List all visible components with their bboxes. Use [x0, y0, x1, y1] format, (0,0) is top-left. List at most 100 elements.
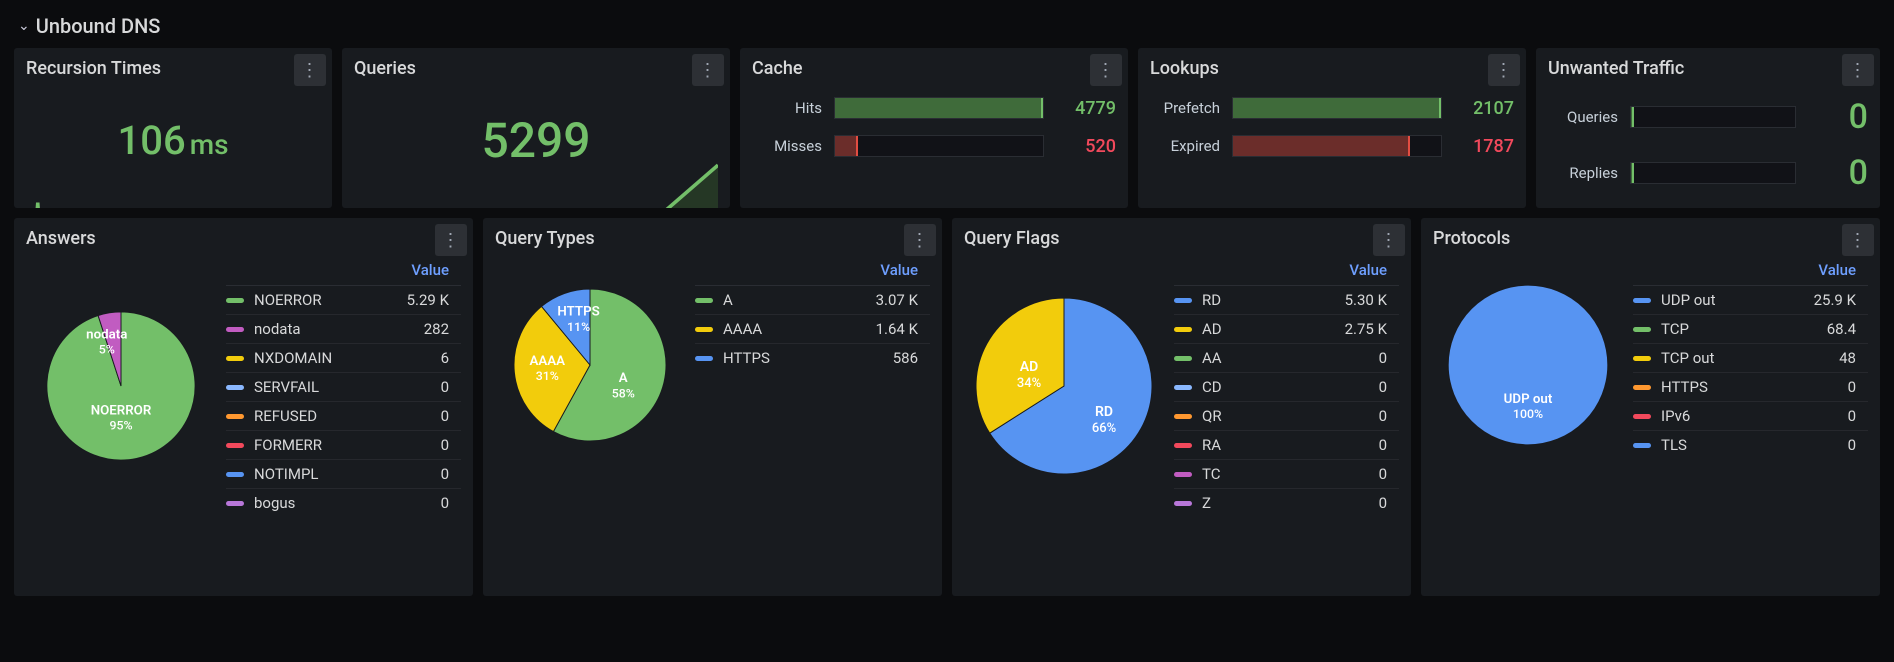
bar-fill	[1233, 98, 1441, 118]
bar-fill	[835, 98, 1043, 118]
legend-swatch	[695, 298, 713, 303]
section-title: Unbound DNS	[36, 14, 161, 38]
panel-title: Cache	[752, 58, 1116, 79]
answers-legend: NOERROR5.29 Knodata282NXDOMAIN6SERVFAIL0…	[226, 286, 461, 517]
bar-value: 0	[1808, 97, 1868, 137]
legend-row[interactable]: bogus0	[226, 489, 461, 517]
legend-row[interactable]: A3.07 K	[695, 286, 930, 315]
panel-menu-button[interactable]: ⋮	[1842, 54, 1874, 86]
legend-value: 0	[1327, 349, 1387, 367]
legend-value: 0	[389, 465, 449, 483]
bar-fill	[835, 136, 858, 156]
legend-value: 5.29 K	[389, 291, 449, 309]
bar-label: Queries	[1548, 108, 1618, 126]
legend-row[interactable]: NXDOMAIN6	[226, 344, 461, 373]
panel-query-flags: Query Flags ⋮ AD34%RD66% Value RD5.30 KA…	[952, 218, 1411, 596]
bar-label: Misses	[752, 137, 822, 155]
bar-label: Expired	[1150, 137, 1220, 155]
legend-name: FORMERR	[254, 436, 389, 454]
legend-row[interactable]: HTTPS0	[1633, 373, 1868, 402]
legend-value: 3.07 K	[858, 291, 918, 309]
legend-row[interactable]: NOERROR5.29 K	[226, 286, 461, 315]
legend-value: 586	[858, 349, 918, 367]
legend-row[interactable]: QR0	[1174, 402, 1399, 431]
legend-name: TCP	[1661, 320, 1796, 338]
legend-row[interactable]: nodata282	[226, 315, 461, 344]
legend-swatch	[1174, 327, 1192, 332]
panel-menu-button[interactable]: ⋮	[1488, 54, 1520, 86]
legend-value: 48	[1796, 349, 1856, 367]
legend-row[interactable]: UDP out25.9 K	[1633, 286, 1868, 315]
legend-row[interactable]: AAAA1.64 K	[695, 315, 930, 344]
legend-swatch	[226, 472, 244, 477]
legend-name: HTTPS	[723, 349, 858, 367]
legend-row[interactable]: TCP out48	[1633, 344, 1868, 373]
pie-label: AD	[1020, 359, 1038, 375]
pie-label: A	[619, 371, 628, 386]
legend-swatch	[1633, 327, 1651, 332]
legend-row[interactable]: TC0	[1174, 460, 1399, 489]
legend-swatch	[226, 356, 244, 361]
panel-menu-button[interactable]: ⋮	[294, 54, 326, 86]
section-header[interactable]: ⌄ Unbound DNS	[18, 14, 1880, 38]
legend-swatch	[226, 327, 244, 332]
bar-track	[834, 97, 1044, 119]
panel-menu-button[interactable]: ⋮	[904, 224, 936, 256]
legend-name: UDP out	[1661, 291, 1796, 309]
legend-swatch	[1174, 356, 1192, 361]
legend-name: A	[723, 291, 858, 309]
pie-label: AAAA	[529, 354, 565, 369]
legend-value: 0	[1796, 378, 1856, 396]
legend-value: 5.30 K	[1327, 291, 1387, 309]
legend-value: 0	[389, 494, 449, 512]
legend-swatch	[695, 327, 713, 332]
panel-menu-button[interactable]: ⋮	[435, 224, 467, 256]
legend-row[interactable]: AA0	[1174, 344, 1399, 373]
legend-row[interactable]: TCP68.4	[1633, 315, 1868, 344]
panel-lookups: Lookups ⋮ Prefetch2107Expired1787	[1138, 48, 1526, 208]
legend-swatch	[1174, 414, 1192, 419]
legend-row[interactable]: Z0	[1174, 489, 1399, 517]
legend-swatch	[1633, 443, 1651, 448]
legend-swatch	[1174, 501, 1192, 506]
pie-label: NOERROR	[91, 404, 152, 419]
panel-menu-button[interactable]: ⋮	[692, 54, 724, 86]
legend-row[interactable]: HTTPS586	[695, 344, 930, 372]
legend-row[interactable]: AD2.75 K	[1174, 315, 1399, 344]
legend-row[interactable]: REFUSED0	[226, 402, 461, 431]
legend-row[interactable]: FORMERR0	[226, 431, 461, 460]
protocols-pie: UDP out100%	[1433, 255, 1623, 475]
legend-header: Value	[1174, 255, 1399, 286]
legend-name: CD	[1202, 378, 1327, 396]
panel-unwanted-traffic: Unwanted Traffic ⋮ Queries0Replies0	[1536, 48, 1880, 208]
legend-row[interactable]: NOTIMPL0	[226, 460, 461, 489]
legend-row[interactable]: RA0	[1174, 431, 1399, 460]
legend-name: NXDOMAIN	[254, 349, 389, 367]
legend-value: 0	[1327, 465, 1387, 483]
legend-swatch	[226, 385, 244, 390]
panel-query-types: Query Types ⋮ HTTPS11%AAAA31%A58% Value …	[483, 218, 942, 596]
panel-recursion-times: Recursion Times ⋮ 106ms	[14, 48, 332, 208]
legend-row[interactable]: CD0	[1174, 373, 1399, 402]
legend-swatch	[1633, 298, 1651, 303]
legend-value: 1.64 K	[858, 320, 918, 338]
panel-protocols: Protocols ⋮ UDP out100% Value UDP out25.…	[1421, 218, 1880, 596]
panel-title: Queries	[354, 58, 718, 79]
legend-row[interactable]: TLS0	[1633, 431, 1868, 459]
bar-value: 520	[1056, 136, 1116, 157]
legend-row[interactable]: SERVFAIL0	[226, 373, 461, 402]
legend-value: 25.9 K	[1796, 291, 1856, 309]
legend-row[interactable]: IPv60	[1633, 402, 1868, 431]
legend-name: SERVFAIL	[254, 378, 389, 396]
panel-menu-button[interactable]: ⋮	[1373, 224, 1405, 256]
bar-track	[1232, 97, 1442, 119]
legend-row[interactable]: RD5.30 K	[1174, 286, 1399, 315]
bar-row: Queries 0	[1548, 97, 1868, 137]
pie-label-pct: 11%	[567, 321, 590, 335]
panel-menu-button[interactable]: ⋮	[1090, 54, 1122, 86]
row-1: Recursion Times ⋮ 106ms Queries ⋮ 5299 C…	[14, 48, 1880, 208]
legend-name: NOERROR	[254, 291, 389, 309]
pie-label-pct: 34%	[1017, 376, 1041, 391]
bar-label: Prefetch	[1150, 99, 1220, 117]
panel-menu-button[interactable]: ⋮	[1842, 224, 1874, 256]
